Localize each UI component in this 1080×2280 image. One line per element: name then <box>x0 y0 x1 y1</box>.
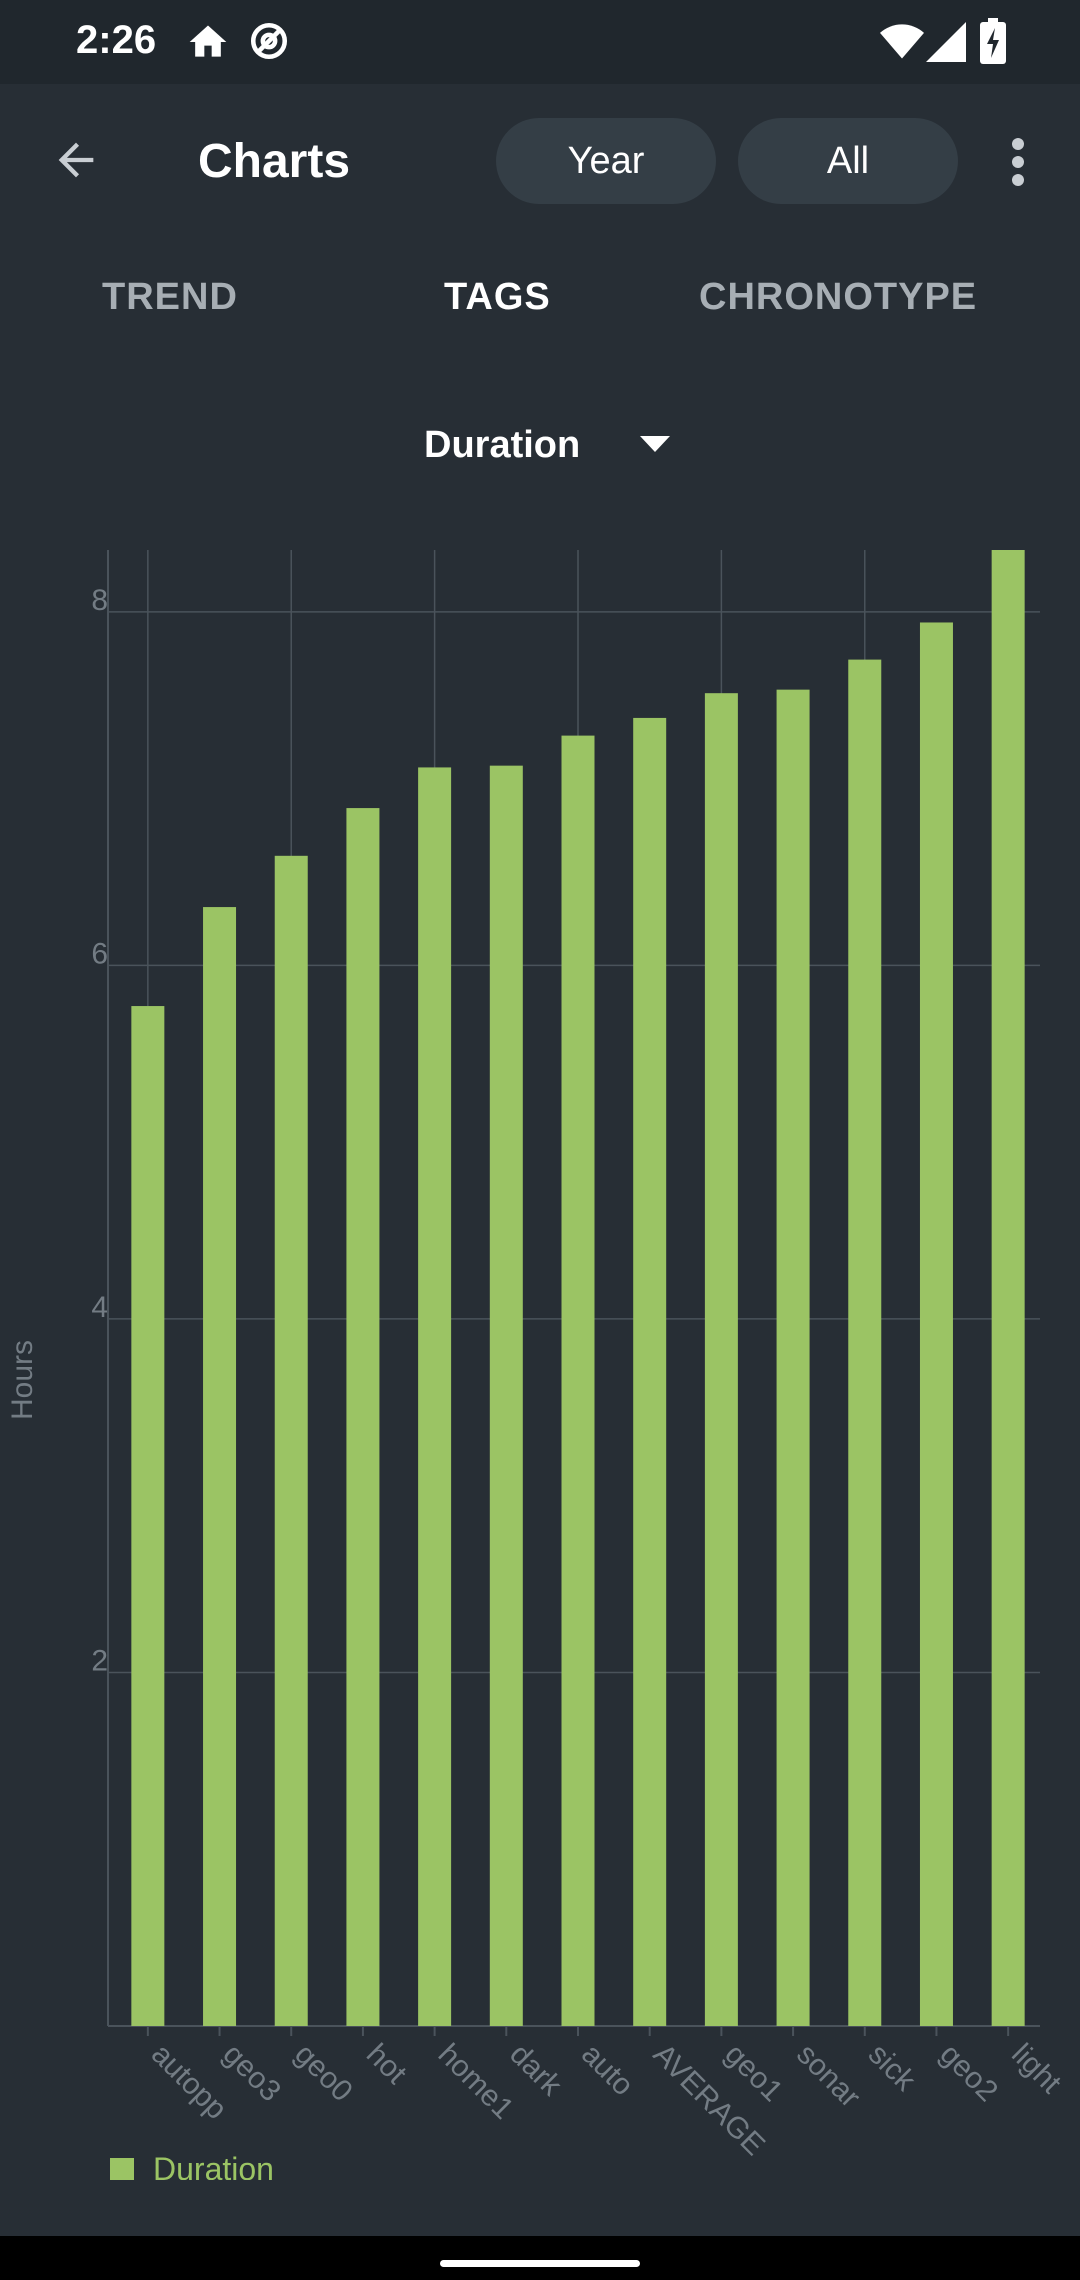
more-vert-icon <box>1012 138 1024 186</box>
battery-charging-icon <box>980 18 1006 69</box>
period-year-button[interactable]: Year <box>496 118 716 204</box>
tab-trend[interactable]: TREND <box>102 276 238 318</box>
page-title: Charts <box>198 135 351 188</box>
bar-geo3 <box>203 907 237 2026</box>
bar-home1 <box>418 767 452 2026</box>
x-tick-label: dark <box>503 2038 568 2103</box>
metric-dropdown[interactable]: Duration <box>400 412 700 482</box>
bar-average <box>633 717 667 2026</box>
tab-tags[interactable]: TAGS <box>444 276 551 318</box>
bar-dark <box>489 765 523 2027</box>
x-tick-label: geo0 <box>288 2038 359 2109</box>
range-all-button[interactable]: All <box>738 118 958 204</box>
navigation-bar <box>0 2236 1080 2280</box>
bar-geo1 <box>704 693 738 2026</box>
x-tick-label: geo2 <box>934 2038 1005 2109</box>
dropdown-arrow-icon <box>640 436 670 452</box>
metric-dropdown-value: Duration <box>424 424 581 466</box>
x-tick-label: light <box>1005 2038 1068 2101</box>
legend-label: Duration <box>153 2151 274 2180</box>
bar-light <box>991 550 1025 2026</box>
signal-icon <box>926 22 966 67</box>
more-options-button[interactable] <box>990 124 1046 200</box>
wifi-icon <box>880 22 924 67</box>
y-tick-label: 2 <box>91 1644 108 1677</box>
bar-geo2 <box>919 622 953 2026</box>
tab-bar: TREND TAGS CHRONOTYPE <box>0 250 1080 360</box>
bar-geo0 <box>274 855 308 2027</box>
at-sign-icon <box>248 20 290 67</box>
y-tick-label: 4 <box>91 1291 108 1324</box>
status-time: 2:26 <box>76 18 157 62</box>
legend-swatch <box>110 2158 134 2180</box>
home-gesture-handle[interactable] <box>440 2260 640 2267</box>
back-button[interactable] <box>40 124 112 196</box>
y-tick-label: 8 <box>91 584 108 617</box>
x-tick-label: home1 <box>432 2038 520 2126</box>
status-bar: 2:26 <box>0 0 1080 84</box>
x-tick-label: hot <box>360 2038 413 2091</box>
tab-chronotype[interactable]: CHRONOTYPE <box>699 276 978 318</box>
arrow-left-icon <box>58 142 94 178</box>
y-tick-label: 6 <box>91 937 108 970</box>
x-tick-label: autopp <box>145 2038 233 2126</box>
home-icon <box>186 20 230 69</box>
bar-auto <box>561 735 595 2027</box>
y-axis-label: Hours <box>6 1340 39 1420</box>
bar-sonar <box>776 689 810 2026</box>
x-tick-label: auto <box>575 2038 640 2103</box>
bar-autopp <box>131 1006 165 2026</box>
x-tick-label: sick <box>862 2038 923 2099</box>
bar-hot <box>346 808 380 2026</box>
bar-sick <box>848 659 882 2026</box>
x-tick-label: sonar <box>790 2038 866 2114</box>
app-bar: Charts Year All <box>0 84 1080 236</box>
